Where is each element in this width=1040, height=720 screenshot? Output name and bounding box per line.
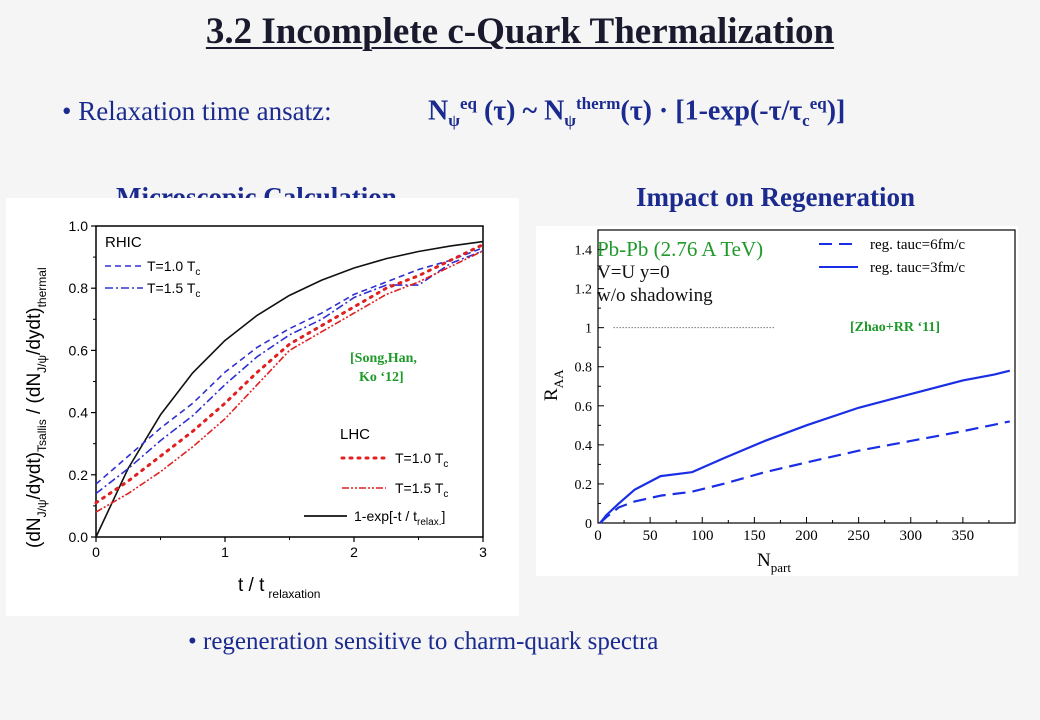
- bullet-text: Relaxation time ansatz:: [78, 96, 332, 126]
- bullet-text: regeneration sensitive to charm-quark sp…: [203, 628, 659, 655]
- y-tick-label: 0.2: [575, 478, 593, 493]
- x-tick-label: 0: [92, 544, 100, 560]
- legend-rhic: RHIC T=1.0 Tc T=1.5 Tc: [105, 234, 200, 300]
- x-tick-label: 150: [743, 528, 766, 544]
- y-tick-label: 1.2: [575, 283, 593, 298]
- legend-lhc: LHC T=1.0 Tc T=1.5 Tc 1-exp[-t / trelax.…: [304, 426, 448, 528]
- legend-regeneration: Pb-Pb (2.76 A TeV) V=U y=0 w/o shadowing…: [597, 237, 965, 306]
- series-line-1: [599, 369, 1011, 524]
- series-line-2: [95, 250, 484, 495]
- x-tick-label: 350: [952, 528, 975, 544]
- x-tick-label: 200: [795, 528, 818, 544]
- series-line-0: [95, 240, 484, 538]
- y-axis-label: (dNJ/ψ/dydt)Tsallis / (dNJ/ψ/dydt)therma…: [24, 267, 49, 548]
- y-tick-label: 0.4: [575, 439, 593, 454]
- y-tick-label: 0.2: [69, 467, 89, 483]
- bullet-marker: •: [62, 96, 72, 126]
- y-tick-label: 0.8: [575, 361, 593, 376]
- y-tick-label: 0.6: [69, 342, 89, 358]
- series-line-3: [94, 243, 485, 505]
- legend-label-lhc-15: T=1.5 Tc: [395, 480, 448, 500]
- heading-regeneration: Impact on Regeneration: [636, 182, 915, 212]
- raa-npart-chart: 0 50 100 150 200 250 300 350 0 0.2 0.4 0.6 0.8 1 1.2 1.…: [541, 229, 1016, 575]
- legend-label-exp: 1-exp[-t / trelax.]: [354, 508, 445, 528]
- page-title: 3.2 Incomplete c-Quark Thermalization: [205, 11, 835, 52]
- x-tick-label: 3: [479, 544, 487, 560]
- y-tick-label: 1.0: [69, 218, 89, 234]
- bullet-marker: •: [188, 628, 197, 655]
- y-axis-label: RAA: [541, 369, 566, 401]
- series-line-0: [599, 420, 1011, 524]
- x-tick-label: 50: [643, 528, 658, 544]
- y-tick-label: 1.4: [575, 244, 593, 259]
- y-tick-label: 0: [585, 517, 592, 532]
- right-chart-panel: 0 50 100 150 200 250 300 350 0 0.2 0.4 0.6 0.8 1 1.2 1.…: [536, 226, 1018, 576]
- legend-title-rhic: RHIC: [105, 234, 142, 251]
- y-tick-label: 0.8: [69, 280, 89, 296]
- legend-label-rhic-15: T=1.5 Tc: [147, 280, 200, 300]
- annotation-song-han-ko: [Song,Han, Ko ‘12]: [350, 351, 417, 385]
- relaxation-formula: Nψeq (τ) ~ Nψtherm(τ) · [1-exp(-τ/τceq)]: [428, 94, 846, 130]
- x-axis-label: t / t relaxation: [238, 575, 320, 601]
- legend-text-pbpb: Pb-Pb (2.76 A TeV): [597, 237, 763, 261]
- tsallis-ratio-chart: 0 1 2 3 0.0 0.2 0.4 0.6 0.8 1.0 RHIC T=1.0 Tc T=1…: [24, 218, 487, 601]
- legend-text-shadowing: w/o shadowing: [597, 285, 713, 306]
- x-tick-label: 2: [350, 544, 358, 560]
- series-line-1: [95, 247, 484, 485]
- legend-text-vu: V=U y=0: [597, 262, 670, 283]
- annotation-zhao-rr: [Zhao+RR ‘11]: [850, 320, 940, 335]
- x-axis-label: Npart: [757, 550, 791, 575]
- bullet-relaxation: • Relaxation time ansatz:: [62, 96, 332, 127]
- legend-title-lhc: LHC: [340, 426, 370, 443]
- legend-label-tauc3: reg. tauc=3fm/c: [870, 260, 965, 276]
- annotation-line-1: [Song,Han,: [350, 351, 417, 366]
- legend-label-lhc-10: T=1.0 Tc: [395, 450, 448, 470]
- x-tick-label: 100: [691, 528, 714, 544]
- x-tick-label: 300: [900, 528, 923, 544]
- annotation-line-2: Ko ‘12]: [359, 370, 404, 385]
- y-tick-label: 0.0: [69, 529, 89, 545]
- x-tick-label: 250: [847, 528, 870, 544]
- y-tick-label: 1: [585, 322, 592, 337]
- bullet-regeneration: • regeneration sensitive to charm-quark …: [188, 628, 658, 656]
- x-tick-label: 1: [221, 544, 229, 560]
- left-chart-panel: 0 1 2 3 0.0 0.2 0.4 0.6 0.8 1.0 RHIC T=1.0 Tc T=1…: [6, 198, 519, 616]
- y-tick-label: 0.6: [575, 400, 593, 415]
- y-tick-label: 0.4: [69, 405, 89, 421]
- legend-label-rhic-10: T=1.0 Tc: [147, 258, 200, 278]
- x-tick-label: 0: [594, 528, 602, 544]
- legend-label-tauc6: reg. tauc=6fm/c: [870, 237, 965, 253]
